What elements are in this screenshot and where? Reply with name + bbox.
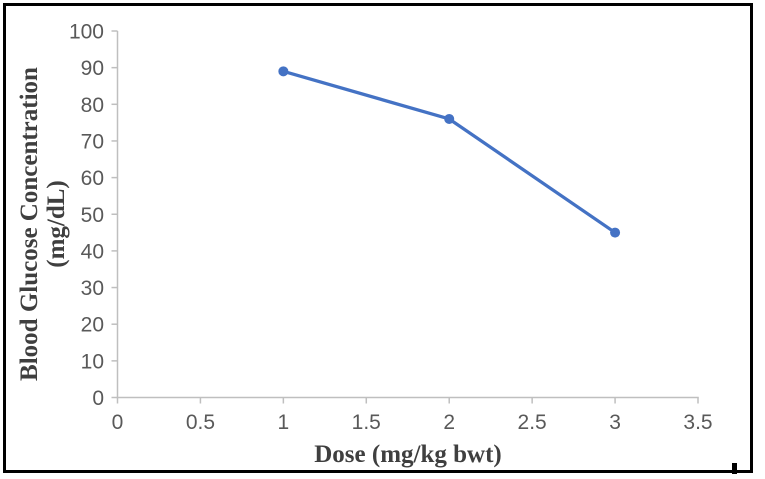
x-tick-label: 1 <box>278 411 290 434</box>
cursor-artifact <box>732 463 737 474</box>
y-tick-label: 40 <box>81 240 104 263</box>
y-axis-title: Blood Glucose Concentration (mg/dL) <box>16 67 70 381</box>
x-tick-label: 3 <box>609 411 621 434</box>
x-axis-title: Dose (mg/kg bwt) <box>314 441 502 468</box>
data-point-marker <box>278 66 289 77</box>
x-tick-label: 2 <box>443 411 455 434</box>
figure-border <box>3 3 753 473</box>
x-tick-label: 0.5 <box>186 411 215 434</box>
data-line <box>281 69 617 235</box>
x-tick-label: 0 <box>112 411 124 434</box>
y-tick-label: 60 <box>81 167 104 190</box>
y-tick-label: 20 <box>81 314 104 337</box>
y-axis-title-line2: (mg/dL) <box>43 180 70 268</box>
y-axis-title-line1: Blood Glucose Concentration <box>16 67 43 381</box>
x-tick-label: 2.5 <box>518 411 547 434</box>
y-tick-label: 90 <box>81 57 104 80</box>
y-tick-label: 0 <box>92 387 104 410</box>
y-tick-label: 10 <box>81 350 104 373</box>
y-tick-label: 50 <box>81 204 104 227</box>
data-point-marker <box>444 113 455 124</box>
data-point-marker <box>610 227 621 238</box>
y-tick-label: 100 <box>69 21 104 44</box>
y-tick-label: 70 <box>81 130 104 153</box>
y-tick-label: 30 <box>81 277 104 300</box>
x-tick-label: 3.5 <box>683 411 712 434</box>
y-tick-label: 80 <box>81 94 104 117</box>
x-tick-label: 1.5 <box>352 411 381 434</box>
